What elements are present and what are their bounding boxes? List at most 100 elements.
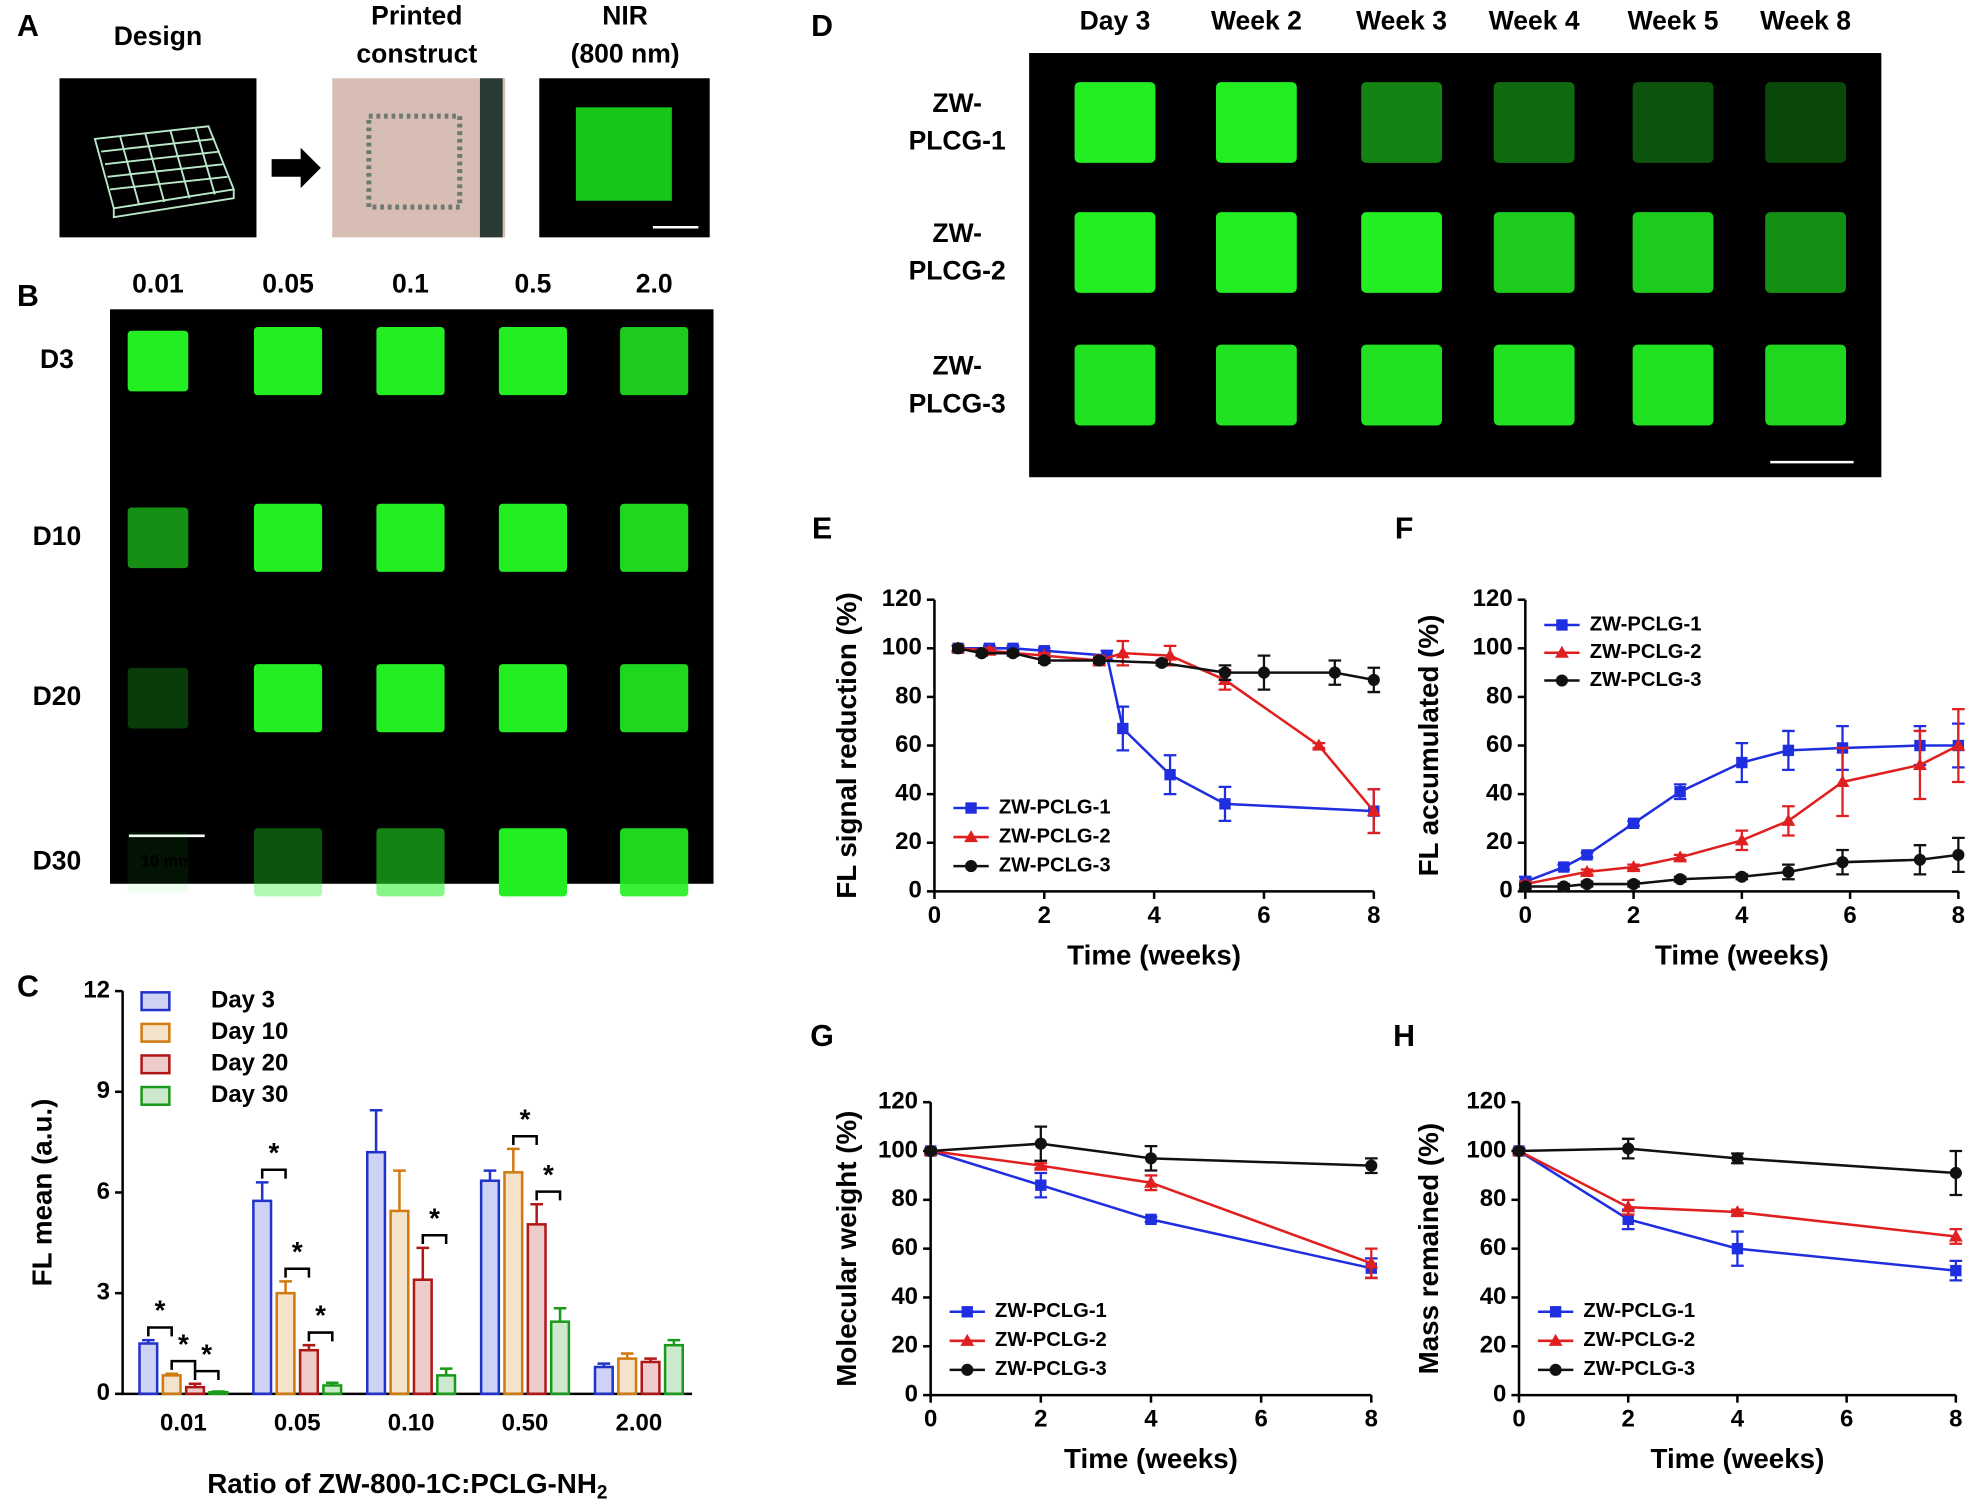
legend-label: ZW-PCLG-2	[999, 825, 1111, 847]
y-tick-label: 20	[891, 1332, 918, 1359]
legend-marker	[960, 1333, 975, 1346]
y-tick-label: 80	[895, 682, 922, 709]
bar	[436, 1374, 457, 1396]
error-bar	[439, 1367, 453, 1376]
marker	[1519, 880, 1532, 893]
error-bar	[255, 1181, 269, 1201]
y-tick-label: 20	[895, 828, 922, 855]
image-caption: NIR	[602, 1, 648, 31]
y-tick-label: 12	[83, 976, 110, 1003]
significance-bracket	[260, 1168, 287, 1179]
y-axis-label: Mass remained (%)	[1413, 1123, 1444, 1375]
significance-star: *	[292, 1236, 303, 1267]
bar	[298, 1348, 320, 1396]
legend-swatch	[140, 1054, 171, 1075]
x-tick-label: 8	[1952, 902, 1965, 929]
error-bar	[620, 1352, 634, 1359]
bar	[389, 1209, 410, 1396]
line	[930, 1149, 1372, 1270]
line	[930, 1142, 1372, 1167]
scaffold-image	[376, 326, 445, 396]
legend-label: ZW-PCLG-1	[1590, 613, 1702, 635]
y-tick-label: 60	[1480, 1234, 1507, 1261]
error-bar	[416, 1246, 430, 1280]
scaffold-image	[253, 326, 323, 396]
marker	[1367, 673, 1380, 686]
marker	[1155, 656, 1168, 669]
line	[930, 1149, 1372, 1265]
legend-label: ZW-PCLG-3	[1590, 669, 1702, 691]
marker	[1673, 850, 1688, 863]
legend-label: ZW-PCLG-2	[1583, 1329, 1695, 1351]
marker	[1034, 1137, 1047, 1150]
marker	[1622, 1142, 1635, 1155]
marker	[1952, 848, 1965, 861]
error-bar	[644, 1357, 657, 1362]
marker	[1219, 798, 1231, 810]
x-axis-label: Time (weeks)	[1067, 939, 1241, 970]
row-label: D30	[33, 845, 82, 875]
marker	[1257, 666, 1271, 679]
significance-star: *	[268, 1137, 279, 1168]
column-label: 0.1	[392, 268, 429, 298]
row-label: ZW-	[932, 350, 982, 380]
column-label: Day 3	[1080, 6, 1151, 36]
ruler	[479, 78, 503, 238]
x-axis-label: Time (weeks)	[1655, 939, 1829, 970]
marker	[1145, 1213, 1157, 1226]
bar	[593, 1365, 614, 1396]
marker	[1731, 1152, 1744, 1165]
y-tick-label: 60	[1486, 731, 1513, 758]
scale-label: 10 mm	[1778, 435, 1846, 459]
legend-marker	[961, 1363, 974, 1376]
marker	[1736, 756, 1748, 769]
marker	[1949, 1166, 1962, 1180]
line	[957, 647, 1375, 682]
legend-marker	[1549, 1306, 1562, 1318]
column-label: 0.5	[515, 268, 552, 298]
x-tick-label: 2	[1622, 1406, 1635, 1433]
x-tick-label: 6	[1840, 1406, 1853, 1433]
error-bar	[212, 1390, 225, 1393]
significance-star: *	[429, 1202, 440, 1233]
x-tick-label: 8	[1949, 1406, 1962, 1433]
legend-marker	[1548, 1333, 1563, 1346]
error-bar	[507, 1147, 520, 1173]
y-tick-label: 0	[97, 1379, 110, 1406]
image-caption: construct	[356, 39, 477, 69]
y-tick-label: 40	[895, 779, 922, 806]
marker	[1622, 1213, 1634, 1226]
marker	[1835, 775, 1850, 788]
marker	[1731, 1242, 1744, 1255]
image-caption: (800 nm)	[571, 39, 680, 69]
scale-label: 10 mm	[141, 853, 193, 871]
marker	[1311, 738, 1326, 751]
legend-label: Day 3	[211, 987, 275, 1014]
marker	[924, 1144, 937, 1158]
line	[1518, 1149, 1956, 1238]
panel-label: D	[811, 10, 833, 43]
x-tick-label: 2	[1627, 902, 1640, 929]
y-tick-label: 100	[878, 1136, 918, 1163]
scaffold-image	[498, 664, 568, 733]
marker	[1144, 1175, 1158, 1188]
y-tick-label: 120	[882, 585, 922, 612]
scaffold-image	[1632, 212, 1714, 293]
marker	[1006, 647, 1020, 660]
marker	[1117, 722, 1129, 735]
x-tick-label: 2	[1034, 1406, 1047, 1433]
significance-bracket	[512, 1134, 538, 1146]
marker	[1782, 865, 1795, 878]
panel-label: H	[1393, 1020, 1415, 1053]
marker	[1621, 1200, 1636, 1213]
scaffold-image	[1493, 344, 1575, 426]
marker	[1218, 666, 1232, 679]
legend-swatch	[140, 1022, 171, 1043]
scaffold-image	[1361, 82, 1442, 163]
line	[1518, 1147, 1956, 1175]
marker	[1580, 878, 1594, 891]
scaffold-image	[1215, 82, 1297, 163]
scaffold-image	[498, 326, 568, 396]
column-label: 2.0	[636, 268, 673, 298]
row-label: ZW-	[932, 218, 982, 248]
